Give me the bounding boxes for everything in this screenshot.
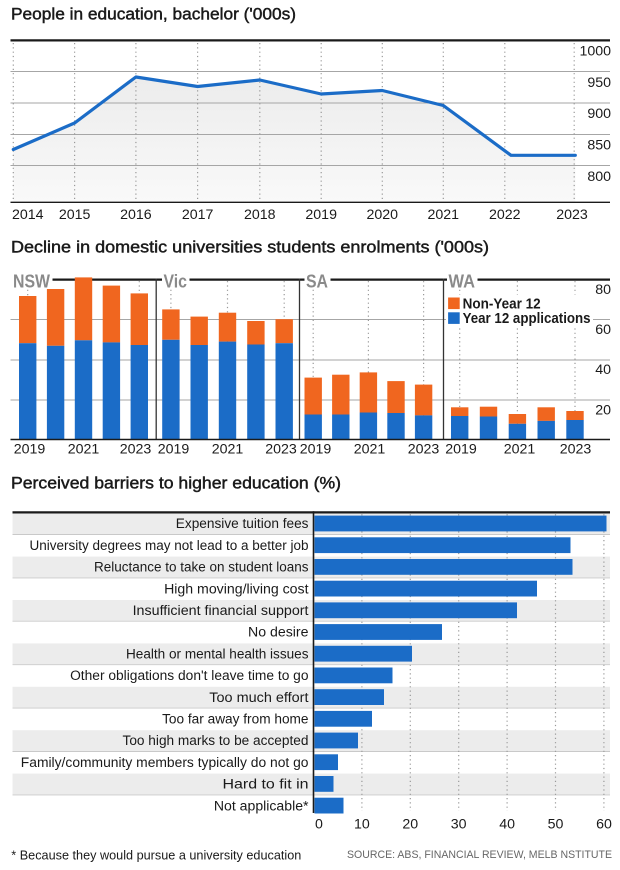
svg-text:2014: 2014 bbox=[12, 207, 44, 223]
svg-text:2021: 2021 bbox=[354, 442, 386, 458]
svg-text:50: 50 bbox=[548, 817, 564, 833]
svg-text:* Because they would pursue a: * Because they would pursue a university… bbox=[11, 848, 301, 863]
svg-text:2019: 2019 bbox=[14, 442, 46, 458]
svg-text:Vic: Vic bbox=[164, 271, 188, 291]
svg-text:Other obligations don't leave: Other obligations don't leave time to go bbox=[70, 668, 309, 684]
svg-text:Hard to fit in: Hard to fit in bbox=[223, 777, 309, 793]
svg-text:2023: 2023 bbox=[265, 442, 297, 458]
svg-text:850: 850 bbox=[587, 138, 611, 154]
svg-text:Health or mental health issues: Health or mental health issues bbox=[126, 646, 309, 662]
svg-text:2023: 2023 bbox=[560, 442, 592, 458]
svg-text:Family/community members typic: Family/community members typically do no… bbox=[21, 755, 309, 771]
svg-text:Perceived barriers to higher e: Perceived barriers to higher education (… bbox=[11, 475, 341, 493]
svg-text:2023: 2023 bbox=[556, 207, 588, 223]
svg-text:1000: 1000 bbox=[579, 44, 611, 60]
svg-text:2016: 2016 bbox=[120, 207, 152, 223]
svg-text:Year 12 applications: Year 12 applications bbox=[463, 311, 591, 327]
svg-text:2023: 2023 bbox=[408, 442, 440, 458]
svg-text:SOURCE: ABS, FINANCIAL REVIEW,: SOURCE: ABS, FINANCIAL REVIEW, MELB NSTI… bbox=[347, 849, 612, 861]
svg-text:2021: 2021 bbox=[428, 207, 460, 223]
svg-text:900: 900 bbox=[587, 106, 611, 122]
svg-text:Reluctance to take on student: Reluctance to take on student loans bbox=[94, 560, 309, 576]
svg-text:80: 80 bbox=[595, 282, 611, 298]
svg-text:40: 40 bbox=[595, 362, 611, 378]
svg-text:2021: 2021 bbox=[212, 442, 244, 458]
svg-text:Too far away from home: Too far away from home bbox=[162, 712, 308, 728]
svg-text:2019: 2019 bbox=[158, 442, 190, 458]
svg-text:20: 20 bbox=[402, 817, 418, 833]
svg-text:SA: SA bbox=[306, 271, 328, 291]
svg-text:Decline in domestic universiti: Decline in domestic universities student… bbox=[11, 239, 489, 257]
svg-text:Insufficient financial support: Insufficient financial support bbox=[133, 603, 309, 619]
svg-text:2021: 2021 bbox=[68, 442, 100, 458]
svg-text:2018: 2018 bbox=[244, 207, 276, 223]
svg-text:950: 950 bbox=[587, 75, 611, 91]
svg-text:40: 40 bbox=[499, 817, 515, 833]
svg-text:NSW: NSW bbox=[13, 271, 50, 291]
svg-text:High moving/living cost: High moving/living cost bbox=[164, 581, 308, 597]
svg-text:800: 800 bbox=[587, 169, 611, 185]
svg-text:2023: 2023 bbox=[120, 442, 152, 458]
svg-text:60: 60 bbox=[595, 322, 611, 338]
svg-text:2015: 2015 bbox=[59, 207, 91, 223]
svg-text:2019: 2019 bbox=[445, 442, 477, 458]
svg-text:People in education, bachelor: People in education, bachelor ('000s) bbox=[11, 6, 296, 24]
svg-text:30: 30 bbox=[451, 817, 467, 833]
svg-text:Not applicable*: Not applicable* bbox=[214, 798, 309, 814]
svg-text:2019: 2019 bbox=[300, 442, 332, 458]
svg-text:2019: 2019 bbox=[305, 207, 337, 223]
svg-text:No desire: No desire bbox=[248, 625, 309, 641]
svg-text:Too much effort: Too much effort bbox=[209, 690, 308, 706]
svg-text:2021: 2021 bbox=[504, 442, 536, 458]
svg-text:WA: WA bbox=[449, 271, 476, 291]
svg-text:2017: 2017 bbox=[182, 207, 214, 223]
svg-text:60: 60 bbox=[596, 817, 612, 833]
svg-text:2020: 2020 bbox=[367, 207, 399, 223]
svg-text:20: 20 bbox=[595, 402, 611, 418]
svg-text:2022: 2022 bbox=[489, 207, 521, 223]
svg-text:10: 10 bbox=[354, 817, 370, 833]
svg-text:Expensive tuition fees: Expensive tuition fees bbox=[176, 516, 309, 532]
svg-text:0: 0 bbox=[315, 817, 323, 833]
svg-text:Non-Year 12: Non-Year 12 bbox=[463, 296, 541, 312]
svg-text:University degrees may not lea: University degrees may not lead to a bet… bbox=[30, 538, 309, 554]
svg-text:Too high marks to be accepted: Too high marks to be accepted bbox=[123, 733, 309, 749]
